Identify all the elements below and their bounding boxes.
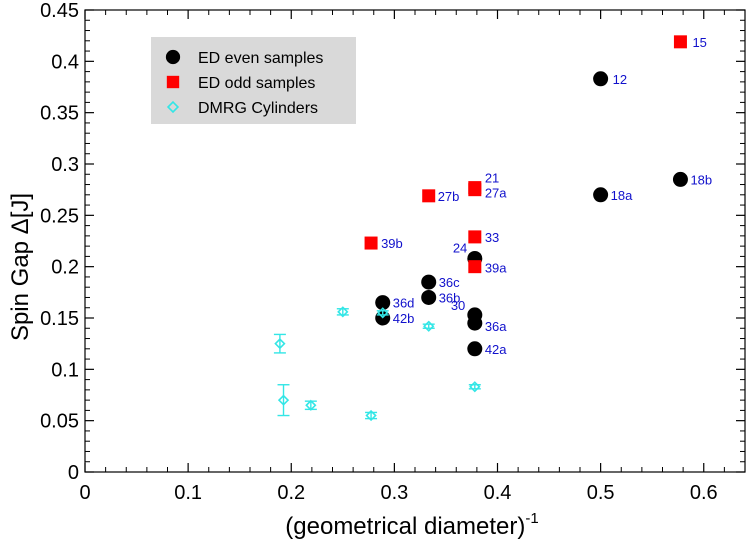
point-label: 21 <box>485 171 499 186</box>
x-tick-label: 0.5 <box>587 482 615 504</box>
legend-label: ED even samples <box>198 50 323 67</box>
data-point-diamond <box>365 409 377 422</box>
data-point-circle <box>467 315 483 331</box>
legend-marker-diamond <box>166 100 180 114</box>
data-point-circle <box>467 341 483 357</box>
data-point-diamond <box>377 307 389 319</box>
legend-marker-circle <box>165 49 181 65</box>
point-label: 27a <box>485 186 507 201</box>
x-tick-label: 0.3 <box>380 482 408 504</box>
point-label: 18b <box>690 172 712 187</box>
x-tick-label: 0 <box>79 482 90 504</box>
point-label: 33 <box>485 230 499 245</box>
point-label: 42b <box>393 311 415 326</box>
data-point-square <box>364 236 378 250</box>
series-diamond <box>273 306 481 422</box>
data-point-diamond <box>469 381 481 393</box>
data-point-square <box>468 183 482 197</box>
axes-layer: 0 0.1 0.2 0.3 0.4 0.5 0.6 0 0.05 0.1 0.15 0.2 0.25 0.… <box>40 0 745 504</box>
point-label: 36a <box>485 319 507 334</box>
data-point-square <box>422 189 436 203</box>
y-tick-label: 0.4 <box>51 51 79 73</box>
y-tick-label: 0.35 <box>40 103 79 125</box>
data-point-diamond <box>423 320 435 332</box>
y-axis-title: Spin Gap Δ[J] <box>7 193 34 341</box>
y-tick-label: 0.2 <box>51 257 79 279</box>
data-point-circle <box>421 289 437 305</box>
data-point-diamond <box>305 399 317 411</box>
legend-marker-square <box>166 75 180 89</box>
y-tick-label: 0.05 <box>40 411 79 433</box>
x-axis-title: (geometrical diameter)-1 <box>285 510 538 540</box>
point-label: 39a <box>485 261 507 276</box>
x-tick-label: 0.6 <box>690 482 718 504</box>
x-axis-title-main: (geometrical diameter) <box>285 513 525 540</box>
point-label: 18a <box>611 188 633 203</box>
x-axis-title-exponent: -1 <box>525 510 538 527</box>
legend: ED even samples ED odd samples DMRG Cylind… <box>151 37 356 124</box>
y-tick-label: 0 <box>68 462 79 484</box>
y-tick-label: 0.25 <box>40 205 79 227</box>
y-tick-label: 0.1 <box>51 359 79 381</box>
point-label: 12 <box>613 72 627 87</box>
point-label: 36d <box>393 296 415 311</box>
point-label: 42a <box>485 342 507 357</box>
y-tick-label: 0.3 <box>51 154 79 176</box>
data-point-square <box>673 35 687 49</box>
data-point-square <box>468 230 482 244</box>
x-tick-label: 0.4 <box>484 482 512 504</box>
point-label: 36b <box>439 290 461 305</box>
y-tick-label: 0.45 <box>40 0 79 22</box>
data-point-circle <box>375 295 391 311</box>
point-label: 36c <box>439 275 460 290</box>
data-point-diamond <box>337 306 349 318</box>
x-tick-label: 0.2 <box>277 482 305 504</box>
legend-label: DMRG Cylinders <box>198 100 318 117</box>
data-point-circle <box>593 187 609 203</box>
point-label: 24 <box>453 240 467 255</box>
point-label: 27b <box>438 189 460 204</box>
data-point-diamond <box>274 338 286 350</box>
point-label: 15 <box>692 35 706 50</box>
y-tick-label: 0.15 <box>40 308 79 330</box>
point-label: 30 <box>451 298 465 313</box>
data-point-square <box>468 260 482 274</box>
point-label: 39b <box>381 236 403 251</box>
legend-box <box>151 37 356 124</box>
data-point-diamond <box>277 394 290 406</box>
x-tick-label: 0.1 <box>174 482 202 504</box>
legend-label: ED odd samples <box>198 75 315 92</box>
data-point-circle <box>672 171 688 187</box>
data-point-circle <box>421 274 437 290</box>
data-point-circle <box>593 71 609 87</box>
